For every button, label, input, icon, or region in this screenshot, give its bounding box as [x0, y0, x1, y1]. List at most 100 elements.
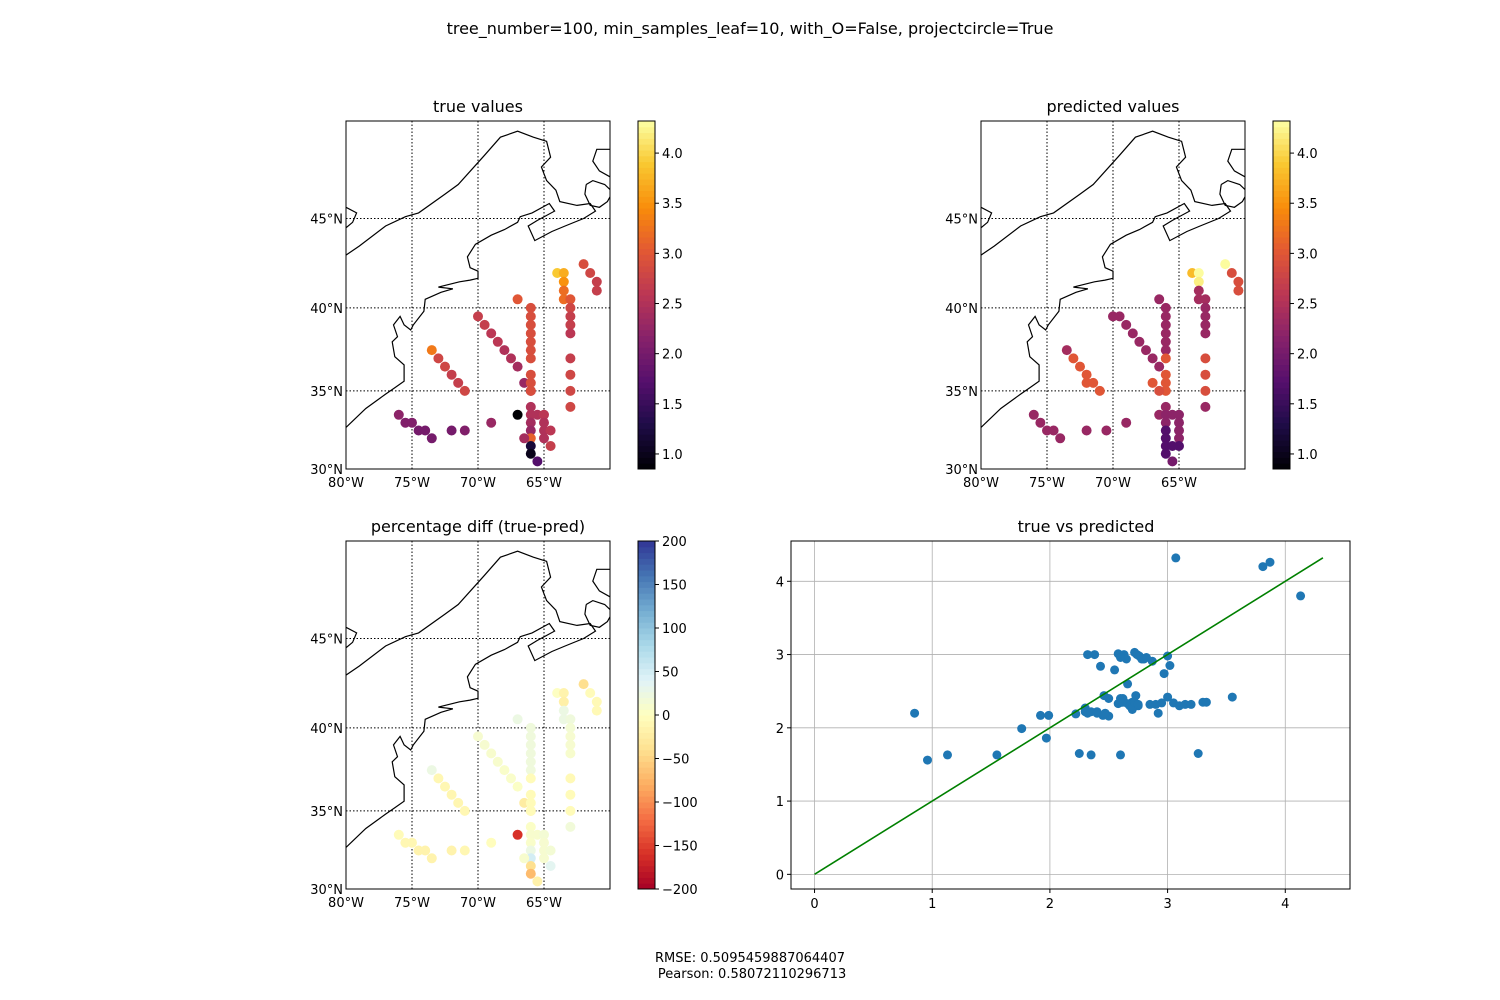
lon-tick-label: 70°W: [460, 476, 496, 491]
data-point: [1154, 385, 1165, 396]
data-point: [565, 294, 576, 305]
colorbar-segment: [1273, 150, 1290, 157]
scatter-point: [1227, 692, 1237, 702]
colorbar-segment: [638, 680, 655, 687]
data-point: [1147, 353, 1158, 364]
scatter-point: [1071, 709, 1081, 719]
data-point: [479, 319, 490, 330]
data-point: [565, 748, 576, 759]
colorbar-tick-label: −150: [662, 840, 698, 855]
data-point: [459, 845, 470, 856]
colorbar-segment: [638, 121, 655, 128]
data-point: [1174, 409, 1184, 420]
colorbar-segment: [638, 628, 655, 635]
colorbar-segment: [1273, 161, 1290, 168]
data-point: [1174, 425, 1184, 436]
colorbar-tick-label: 1.5: [662, 398, 683, 413]
data-point: [565, 739, 576, 750]
colorbar-segment: [638, 819, 655, 826]
colorbar-segment: [638, 167, 655, 174]
data-point: [453, 377, 464, 388]
colorbar-segment: [638, 802, 655, 809]
data-point: [565, 773, 576, 784]
colorbar-segment: [638, 324, 655, 331]
colorbar-segment: [638, 744, 655, 751]
data-point: [453, 797, 464, 808]
lon-tick-label: 70°W: [460, 896, 496, 911]
colorbar-segment: [1273, 237, 1290, 244]
coastline: [1219, 179, 1245, 208]
colorbar-segment: [638, 883, 655, 890]
lat-tick-label: 40°N: [310, 722, 343, 737]
colorbar-segment: [1273, 277, 1290, 284]
data-point: [525, 319, 536, 330]
lon-tick-label: 75°W: [394, 896, 430, 911]
data-point: [545, 861, 556, 871]
colorbar-segment: [638, 691, 655, 699]
colorbar-tick-label: 200: [662, 535, 687, 550]
colorbar-segment: [638, 370, 655, 377]
colorbar-segment: [1273, 405, 1290, 412]
data-point: [525, 353, 536, 364]
colorbar-segment: [638, 387, 655, 395]
colorbar-segment: [1273, 300, 1290, 308]
scatter-point: [1258, 562, 1268, 572]
colorbar-segment: [1273, 190, 1290, 197]
colorbar-segment: [1273, 312, 1290, 319]
scatter-point: [1153, 708, 1163, 718]
colorbar-segment: [1273, 422, 1290, 429]
data-point: [486, 328, 497, 339]
data-point: [486, 748, 497, 759]
colorbar-tick-label: 1.5: [1297, 398, 1318, 413]
data-point: [1160, 448, 1171, 459]
lat-tick-label: 45°N: [310, 213, 343, 228]
scatter-point: [1265, 557, 1275, 567]
data-point: [1160, 425, 1171, 436]
data-point: [525, 845, 536, 856]
data-point: [1154, 361, 1165, 372]
data-point: [545, 441, 556, 451]
coastline: [346, 550, 597, 848]
colorbar-segment: [1273, 184, 1290, 192]
data-point: [525, 789, 536, 800]
scatter-point: [1110, 665, 1120, 675]
colorbar-segment: [1273, 341, 1290, 348]
colorbar-segment: [638, 622, 655, 629]
data-point: [1147, 377, 1158, 388]
data-point: [512, 714, 523, 725]
colorbar-segment: [638, 651, 655, 658]
data-point: [525, 448, 536, 459]
colorbar-segment: [1273, 306, 1290, 313]
scatter-point: [1104, 694, 1114, 703]
data-point: [565, 353, 576, 364]
data-point: [539, 417, 549, 428]
data-point: [486, 837, 497, 848]
colorbar-segment: [1273, 393, 1290, 400]
x-tick-label: 2: [1046, 897, 1054, 912]
data-point: [1167, 441, 1178, 451]
map-true-values: true values 80°W 75°W 70°W 65°W 30°N 35°N 40°N…: [310, 97, 682, 491]
data-point: [486, 417, 497, 428]
lat-tick-label: 30°N: [310, 463, 343, 478]
data-point: [1167, 456, 1178, 467]
data-point: [1174, 433, 1184, 444]
colorbar-segment: [638, 865, 655, 873]
colorbar-segment: [638, 248, 655, 255]
colorbar-segment: [638, 440, 655, 447]
data-point: [565, 302, 576, 313]
data-point: [565, 805, 576, 816]
colorbar-segment: [638, 575, 655, 583]
map-frame: [345, 120, 611, 470]
map-frame: [980, 120, 1246, 470]
data-point: [525, 441, 536, 451]
colorbar-segment: [638, 382, 655, 389]
colorbar-segment: [1273, 202, 1290, 209]
data-point: [565, 821, 576, 832]
data-point: [1160, 377, 1171, 388]
data-point: [1160, 353, 1171, 364]
data-point: [1081, 425, 1092, 436]
data-point: [1160, 302, 1171, 313]
colorbar-segment: [638, 796, 655, 803]
scatter-point: [1296, 591, 1306, 601]
lat-tick-label: 40°N: [310, 302, 343, 317]
